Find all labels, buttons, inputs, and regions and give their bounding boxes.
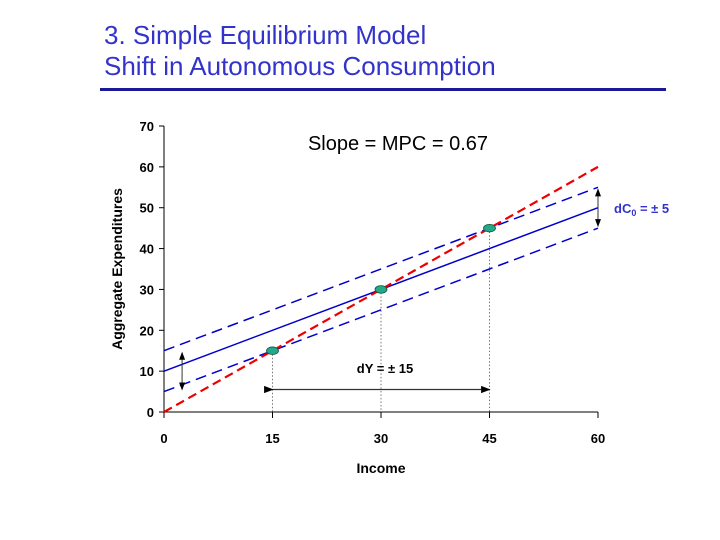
y-tick-label: 10 [140,364,154,379]
equilibrium-point [374,285,388,294]
x-tick-label: 15 [265,431,279,446]
y-tick-label: 20 [140,323,154,338]
y-tick-label: 0 [147,405,154,420]
title-line-2: Shift in Autonomous Consumption [104,51,496,81]
slide-title: 3. Simple Equilibrium Model Shift in Aut… [104,20,496,82]
x-tick-label: 30 [374,431,388,446]
y-axis-label: Aggregate Expenditures [109,188,125,350]
title-line-1: 3. Simple Equilibrium Model [104,20,427,50]
x-tick-label: 0 [160,431,167,446]
dc0-annotation: dC0 = ± 5 [614,201,669,218]
y-tick-label: 50 [140,201,154,216]
title-divider [100,88,666,91]
series-line-1 [163,186,599,352]
x-tick-label: 45 [482,431,496,446]
y-tick-label: 70 [140,119,154,134]
dy-annotation: dY = ± 15 [357,361,413,376]
slope-annotation: Slope = MPC = 0.67 [308,133,488,155]
equilibrium-point [266,346,279,355]
x-tick-label: 60 [591,431,605,446]
y-tick-label: 60 [140,160,154,175]
series-line-2 [163,227,599,393]
x-axis-label: Income [356,460,405,476]
y-tick-label: 40 [140,242,154,257]
y-tick-label: 30 [140,282,154,297]
equilibrium-point [483,223,496,233]
